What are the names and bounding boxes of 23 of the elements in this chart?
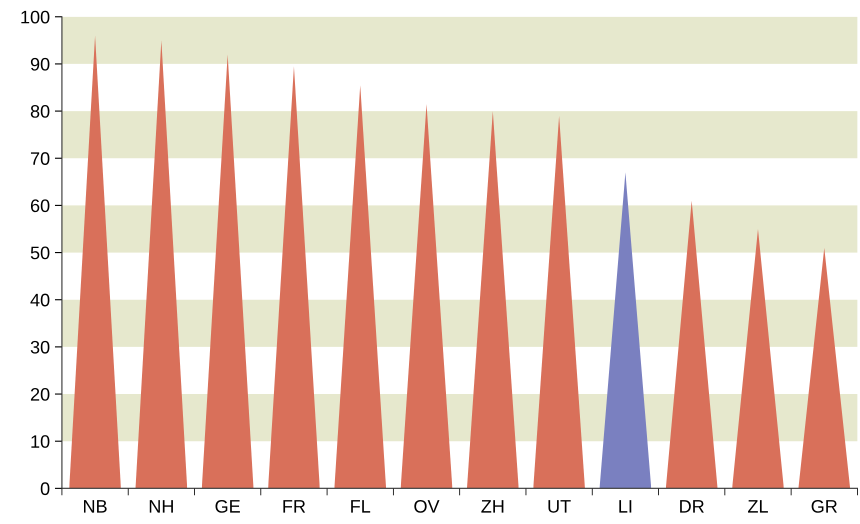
- y-tick-label: 50: [30, 246, 50, 260]
- y-tick-label: 70: [30, 152, 50, 165]
- y-tick-label: 20: [30, 388, 50, 401]
- y-tick-label: 10: [31, 435, 50, 448]
- x-tick-label: LI: [619, 500, 632, 513]
- x-tick-label: FR: [283, 500, 306, 513]
- y-tick-label: 60: [30, 199, 50, 212]
- x-tick-label: GE: [216, 500, 240, 513]
- y-tick-label: 30: [30, 340, 50, 354]
- x-tick-label: OV: [414, 500, 440, 513]
- y-tick-label: 90: [30, 58, 50, 71]
- x-tick-label: ZL: [748, 500, 768, 513]
- x-tick-label: ZH: [481, 500, 504, 513]
- x-tick-label: FL: [351, 500, 370, 513]
- x-tick-label: GR: [812, 500, 837, 513]
- y-tick-label: 40: [30, 294, 50, 306]
- y-tick-label: 80: [30, 105, 50, 118]
- y-tick-label: 0: [40, 482, 50, 496]
- x-tick-label: DR: [680, 500, 704, 513]
- y-tick-label: 100: [21, 10, 50, 24]
- x-tick-label: NB: [84, 500, 107, 513]
- x-tick-label: UT: [548, 500, 571, 513]
- x-tick-label: NH: [150, 500, 173, 513]
